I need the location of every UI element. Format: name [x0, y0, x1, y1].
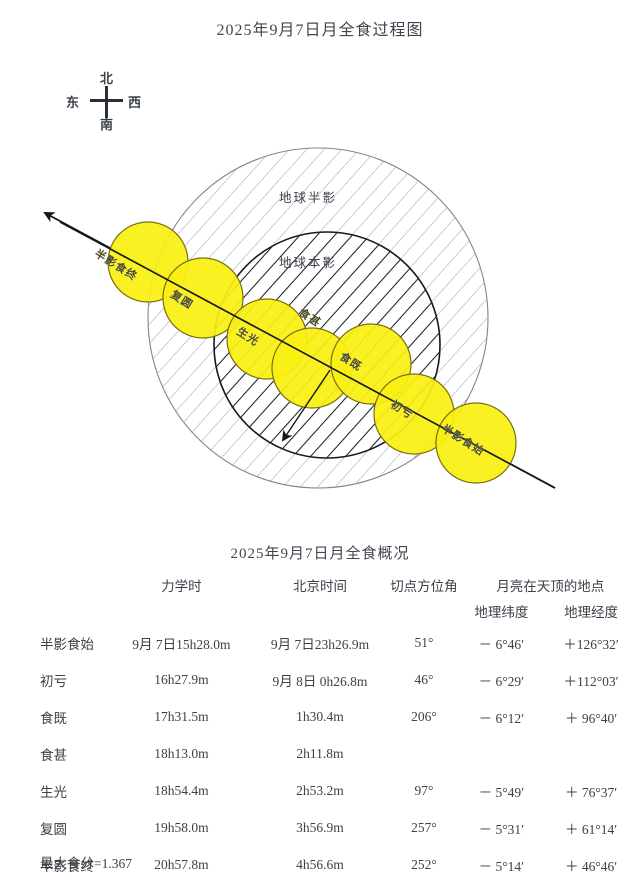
- table-body: 半影食始 9月 7日15h28.0m 9月 7日23h26.9m 51° － 6…: [0, 624, 640, 883]
- umbra-label: 地球本影: [279, 256, 338, 270]
- compass-label-south: 南: [100, 117, 114, 132]
- cell-latitude: [461, 735, 543, 772]
- cell-dynamical-time: 18h54.4m: [154, 782, 209, 798]
- table-row: 食甚 18h13.0m 2h11.8m: [0, 735, 640, 772]
- cell-latitude: － 6°12′: [478, 710, 525, 726]
- cell-latitude: － 6°46′: [478, 636, 525, 652]
- cell-phase: 生光: [40, 784, 67, 800]
- header-spacer-4: [387, 598, 460, 624]
- table-header-row-2: 地理纬度 地理经度: [0, 598, 640, 624]
- header-beijing-time: 北京时间: [292, 579, 347, 594]
- header-longitude: 地理经度: [564, 605, 619, 620]
- compass-cross-horizontal: [90, 99, 123, 102]
- max-magnitude-note: 最大食分=1.367: [40, 856, 132, 871]
- cell-beijing-time: 2h11.8m: [296, 745, 344, 761]
- cell-latitude: － 5°49′: [478, 784, 525, 800]
- compass-label-north: 北: [100, 71, 114, 86]
- header-spacer-2: [110, 598, 253, 624]
- cell-azimuth: 206°: [411, 708, 437, 724]
- page-title: 2025年9月7日月全食过程图: [216, 22, 424, 39]
- header-zenith-group: 月亮在天顶的地点: [496, 579, 605, 594]
- header-phase: [0, 572, 110, 598]
- table-row: 复圆 19h58.0m 3h56.9m 257° － 5°31′ ＋ 61°14…: [0, 809, 640, 846]
- table-row: 半影食始 9月 7日15h28.0m 9月 7日23h26.9m 51° － 6…: [0, 624, 640, 661]
- umbra-center-arrow: [281, 369, 331, 442]
- eclipse-diagram-svg: [43, 147, 556, 489]
- compass-label-east: 东: [66, 95, 80, 110]
- cell-beijing-time: 9月 7日23h26.9m: [270, 636, 370, 652]
- table-row: 半影食终 20h57.8m 4h56.6m 252° － 5°14′ ＋ 46°…: [0, 846, 640, 883]
- header-spacer-3: [253, 598, 388, 624]
- cell-longitude: ＋126°32′: [563, 636, 619, 652]
- cell-longitude: [542, 735, 640, 772]
- cell-beijing-time: 9月 8日 0h26.8m: [272, 673, 368, 689]
- moon-disc: [435, 402, 517, 484]
- header-latitude: 地理纬度: [474, 605, 529, 620]
- compass-rose: 北 南 东 西: [62, 68, 150, 140]
- cell-dynamical-time: 9月 7日15h28.0m: [132, 636, 231, 652]
- cell-dynamical-time: 18h13.0m: [154, 745, 209, 761]
- table-row: 初亏 16h27.9m 9月 8日 0h26.8m 46° － 6°29′ ＋1…: [0, 661, 640, 698]
- penumbra-label: 地球半影: [279, 191, 338, 205]
- cell-longitude: ＋ 96°40′: [564, 710, 618, 726]
- cell-phase: 半影食终: [40, 858, 94, 874]
- header-spacer-1: [0, 598, 110, 624]
- cell-phase: 半影食始: [40, 636, 94, 652]
- cell-azimuth: 252°: [411, 856, 437, 872]
- cell-longitude: ＋ 46°46′: [564, 858, 618, 874]
- compass-label-west: 西: [128, 95, 142, 110]
- table-row: 食既 17h31.5m 1h30.4m 206° － 6°12′ ＋ 96°40…: [0, 698, 640, 735]
- cell-latitude: － 5°31′: [478, 821, 525, 837]
- cell-azimuth: [387, 735, 460, 772]
- cell-azimuth: 46°: [414, 671, 434, 687]
- table-head: 力学时 北京时间 切点方位角 月亮在天顶的地点 地理纬度 地理经度: [0, 572, 640, 624]
- cell-phase: 食甚: [40, 747, 67, 763]
- header-azimuth: 切点方位角: [390, 579, 458, 594]
- cell-longitude: ＋ 61°14′: [564, 821, 618, 837]
- cell-azimuth: 51°: [414, 634, 434, 650]
- cell-beijing-time: 2h53.2m: [296, 782, 344, 798]
- cell-longitude: ＋112°03′: [563, 673, 619, 689]
- cell-beijing-time: 4h56.6m: [296, 856, 344, 872]
- cell-dynamical-time: 19h58.0m: [154, 819, 209, 835]
- cell-azimuth: 257°: [411, 819, 437, 835]
- cell-phase: 初亏: [40, 673, 67, 689]
- cell-latitude: － 5°14′: [478, 858, 525, 874]
- eclipse-circumstances-table: 力学时 北京时间 切点方位角 月亮在天顶的地点 地理纬度 地理经度 半影食始 9…: [0, 572, 640, 883]
- table-title: 2025年9月7日月全食概况: [230, 546, 410, 562]
- cell-phase: 食既: [40, 710, 67, 726]
- cell-azimuth: 97°: [414, 782, 434, 798]
- table-header-row-1: 力学时 北京时间 切点方位角 月亮在天顶的地点: [0, 572, 640, 598]
- cell-beijing-time: 1h30.4m: [296, 708, 344, 724]
- compass-cross-vertical: [105, 86, 108, 118]
- cell-latitude: － 6°29′: [478, 673, 525, 689]
- cell-phase: 复圆: [40, 821, 67, 837]
- moon-discs: [59, 221, 556, 489]
- eclipse-diagram: 地球半影 地球本影 半影食终 复圆 生光 食甚 食既 初亏 半影食始: [0, 140, 640, 510]
- table-row: 生光 18h54.4m 2h53.2m 97° － 5°49′ ＋ 76°37′: [0, 772, 640, 809]
- cell-dynamical-time: 16h27.9m: [154, 671, 209, 687]
- cell-beijing-time: 3h56.9m: [296, 819, 344, 835]
- cell-dynamical-time: 17h31.5m: [154, 708, 209, 724]
- cell-longitude: ＋ 76°37′: [564, 784, 618, 800]
- cell-dynamical-time: 20h57.8m: [154, 856, 209, 872]
- header-dynamical-time: 力学时: [161, 579, 202, 594]
